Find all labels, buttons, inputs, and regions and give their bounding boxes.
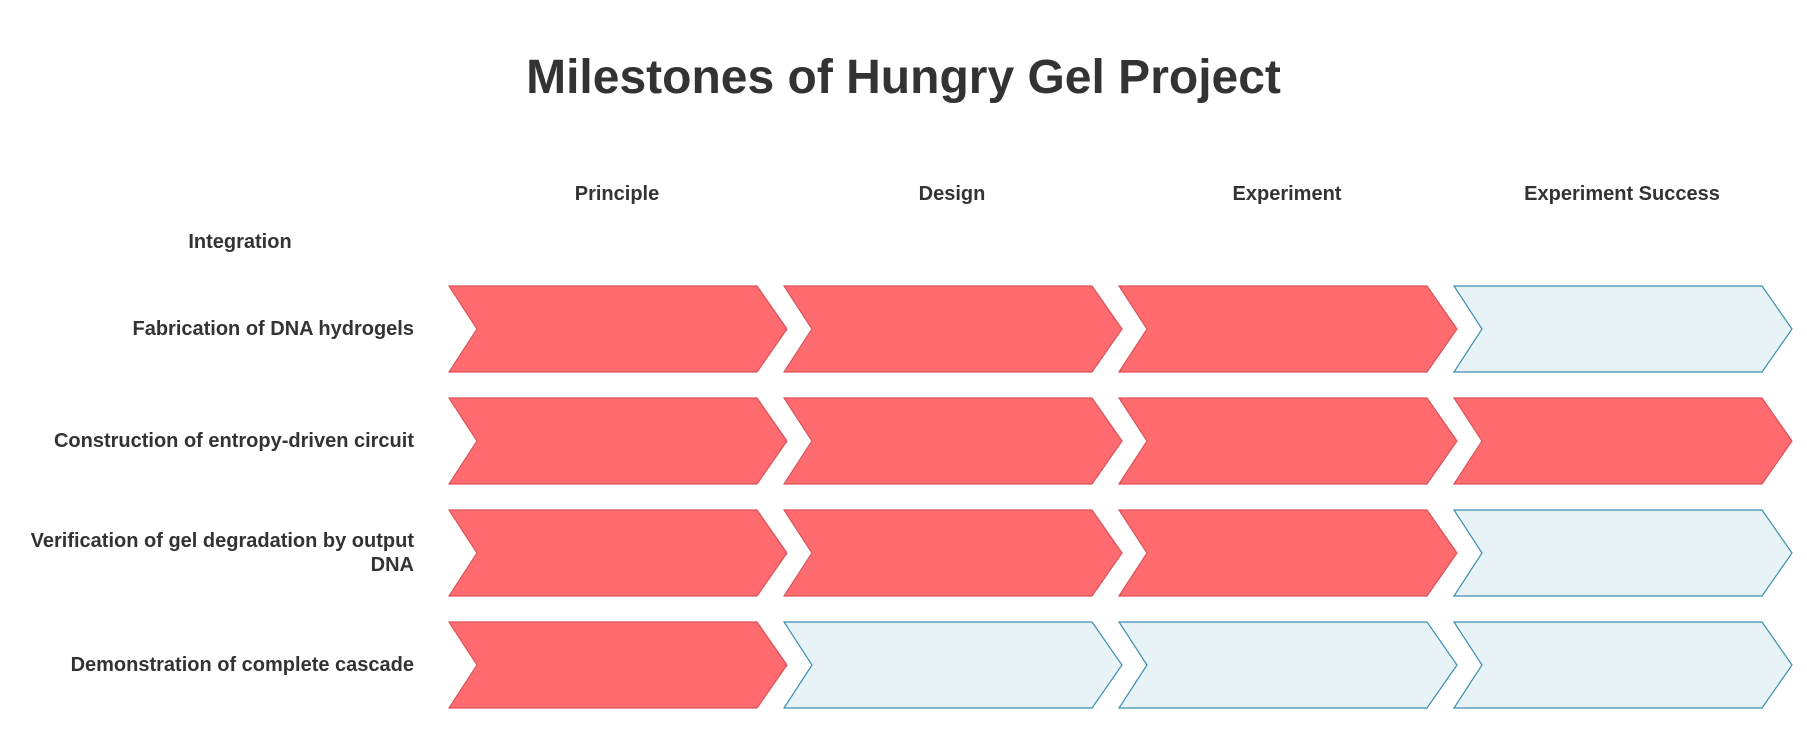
milestone-arrow-demonstration-experiment-success-pending — [1452, 621, 1793, 709]
milestone-arrow-verification-experiment-done — [1117, 509, 1458, 597]
milestone-arrow-construction-experiment-success-done — [1452, 397, 1793, 485]
milestone-arrow-verification-principle-done — [447, 509, 788, 597]
milestone-arrow-verification-experiment-success-pending — [1452, 509, 1793, 597]
column-header-design: Design — [918, 183, 986, 205]
milestone-arrow-demonstration-principle-done — [447, 621, 788, 709]
milestone-arrow-fabrication-principle-done — [447, 285, 788, 373]
corner-label-integration: Integration — [188, 231, 292, 253]
milestone-arrow-demonstration-design-pending — [782, 621, 1123, 709]
milestone-arrow-construction-design-done — [782, 397, 1123, 485]
row-label-demonstration: Demonstration of complete cascade — [70, 654, 414, 676]
milestone-arrow-fabrication-experiment-done — [1117, 285, 1458, 373]
column-header-experiment: Experiment — [1232, 183, 1342, 205]
row-label-verification: Verification of gel degradation by outpu… — [30, 530, 414, 576]
milestone-arrow-construction-principle-done — [447, 397, 788, 485]
milestone-arrow-construction-experiment-done — [1117, 397, 1458, 485]
milestone-arrow-verification-design-done — [782, 509, 1123, 597]
milestone-arrow-demonstration-experiment-pending — [1117, 621, 1458, 709]
milestone-arrow-fabrication-experiment-success-pending — [1452, 285, 1793, 373]
page-title: Milestones of Hungry Gel Project — [526, 51, 1281, 104]
column-header-principle: Principle — [574, 183, 660, 205]
row-label-fabrication: Fabrication of DNA hydrogels — [132, 318, 414, 340]
row-label-construction: Construction of entropy-driven circuit — [53, 430, 414, 452]
milestone-arrow-fabrication-design-done — [782, 285, 1123, 373]
column-header-experiment-success: Experiment Success — [1524, 183, 1720, 205]
